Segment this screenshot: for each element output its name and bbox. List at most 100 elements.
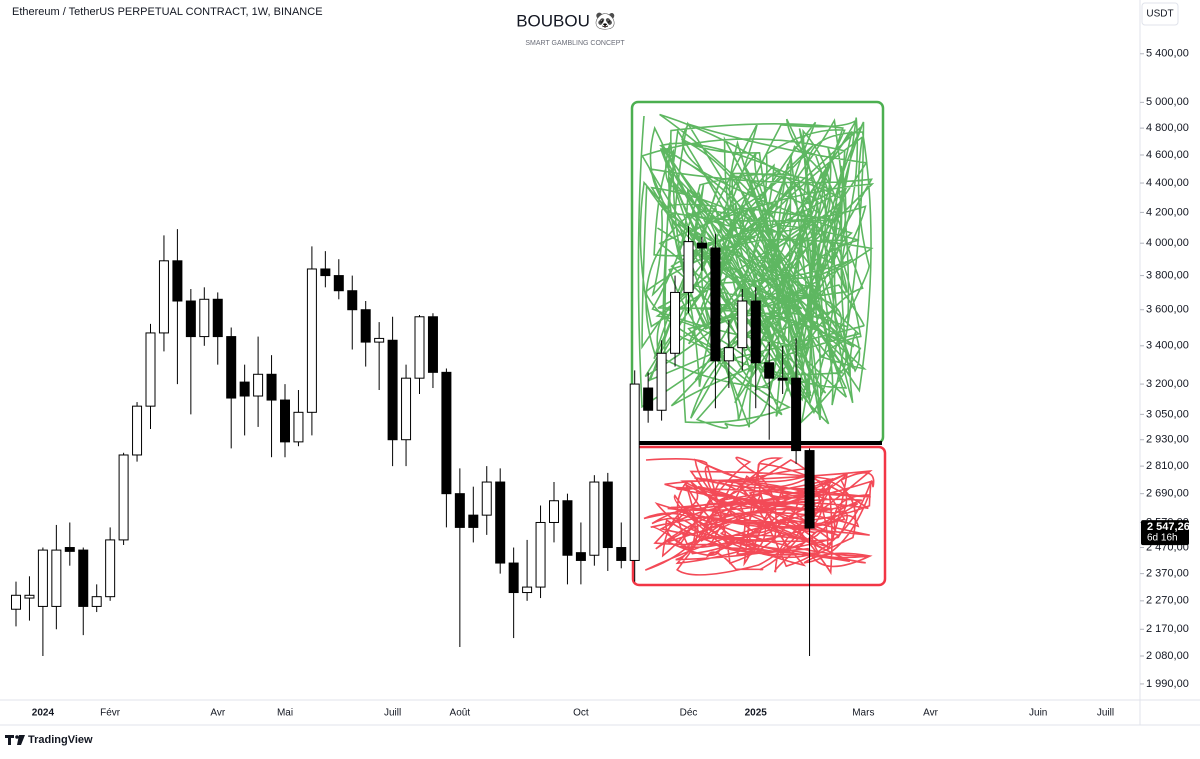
scribble (637, 113, 875, 429)
x-tick-label: Août (450, 708, 471, 719)
y-tick-label: 3 600,00 (1146, 304, 1189, 316)
x-tick-label: Févr (100, 708, 121, 719)
scribble (643, 456, 875, 576)
candle-body (495, 481, 506, 564)
candle-body (737, 300, 748, 349)
y-tick-label: 2 080,00 (1146, 650, 1189, 662)
currency[interactable]: USDT (1146, 9, 1173, 20)
y-tick-label: 4 600,00 (1146, 149, 1189, 161)
candle-body (670, 291, 681, 354)
candle-body (723, 347, 734, 362)
x-tick-label: Mars (852, 708, 874, 719)
candle-body (239, 381, 250, 397)
candle-body (481, 481, 492, 516)
y-tick-label: 5 000,00 (1146, 96, 1189, 108)
candle-body (51, 549, 62, 607)
candle-body (562, 500, 573, 556)
candle-body (226, 336, 237, 399)
y-tick-label: 2 690,00 (1146, 488, 1189, 500)
candle-body (602, 481, 613, 549)
candle-body (374, 337, 385, 343)
candle-body (185, 300, 196, 338)
candle-body (37, 549, 48, 607)
candle-body (454, 493, 465, 528)
candle-body (575, 552, 586, 561)
candle-body (132, 405, 143, 456)
candle-body (199, 298, 210, 338)
candle-body (549, 500, 559, 523)
candle-body (64, 547, 75, 552)
candle-body (535, 521, 546, 588)
candle-body (118, 454, 129, 541)
candle-body (320, 268, 331, 277)
x-tick-label: 2024 (32, 708, 55, 719)
candle-body (441, 371, 452, 495)
y-tick-label: 2 170,00 (1146, 623, 1189, 635)
candle-body (804, 450, 815, 529)
candle-body (91, 596, 102, 607)
candle-body (791, 377, 802, 452)
candle-body (508, 562, 519, 594)
candle-body (589, 481, 600, 556)
candle-body (764, 362, 775, 379)
countdown: 6d 16h (1147, 533, 1178, 544)
y-tick-label: 3 050,00 (1146, 408, 1189, 420)
currency-button[interactable] (1141, 2, 1179, 26)
y-tick-label: 2 810,00 (1146, 460, 1189, 472)
drawings (630, 100, 887, 587)
symbol-title: Ethereum / TetherUS PERPETUAL CONTRACT, … (12, 6, 323, 18)
candle-body (293, 411, 304, 443)
candle-body (696, 242, 707, 249)
y-tick-label: 2 930,00 (1146, 434, 1189, 446)
watermark: BOUBOU 🐼 (516, 10, 616, 30)
candle-body (616, 547, 627, 561)
candle-body (414, 316, 425, 379)
x-tick-label: Oct (573, 708, 589, 719)
y-tick-label: 2 370,00 (1146, 568, 1189, 580)
watermark-subtitle: SMART GAMBLING CONCEPT (525, 40, 625, 47)
candle-body (522, 586, 533, 594)
x-tick-label: Mai (277, 708, 293, 719)
candle-body (280, 399, 290, 443)
x-tick-label: Juill (1097, 708, 1114, 719)
y-tick-label: 4 200,00 (1146, 206, 1189, 218)
candle-body (710, 247, 721, 362)
candles (11, 226, 815, 657)
y-tick-label: 3 400,00 (1146, 340, 1189, 352)
x-tick-label: Déc (680, 708, 698, 719)
candle-body (347, 290, 358, 311)
candle-body (11, 594, 21, 610)
candle-body (145, 332, 156, 407)
candle-body (360, 309, 371, 343)
candle-body (427, 316, 438, 373)
candle-body (777, 377, 788, 381)
candle-body (387, 339, 398, 441)
candle-body (212, 298, 223, 338)
x-tick-label: Avr (210, 708, 225, 719)
y-tick-label: 5 400,00 (1146, 48, 1189, 60)
y-tick-label: 1 990,00 (1146, 678, 1189, 690)
candle-body (643, 387, 654, 411)
y-tick-label: 4 800,00 (1146, 122, 1189, 134)
candle-body (468, 514, 479, 528)
candle-body (253, 373, 264, 397)
candle-body (333, 275, 344, 292)
candle-body (158, 260, 169, 334)
y-tick-label: 4 400,00 (1146, 177, 1189, 189)
y-tick-label: 2 270,00 (1146, 595, 1189, 607)
candle-body (266, 373, 277, 401)
candle-body (656, 352, 667, 411)
last-price-box (1141, 520, 1189, 546)
y-tick-label: 3 200,00 (1146, 378, 1189, 390)
candle-body (683, 241, 694, 293)
x-tick-label: 2025 (745, 708, 768, 719)
brand: TradingView (28, 734, 93, 746)
last-price-label: 2 547,26 (1147, 521, 1190, 533)
candle-body (78, 549, 89, 607)
candle-body (24, 594, 35, 599)
x-tick-label: Juin (1029, 708, 1047, 719)
candle-body (105, 539, 116, 598)
candle-body (401, 377, 412, 441)
x-tick-label: Juill (384, 708, 401, 719)
